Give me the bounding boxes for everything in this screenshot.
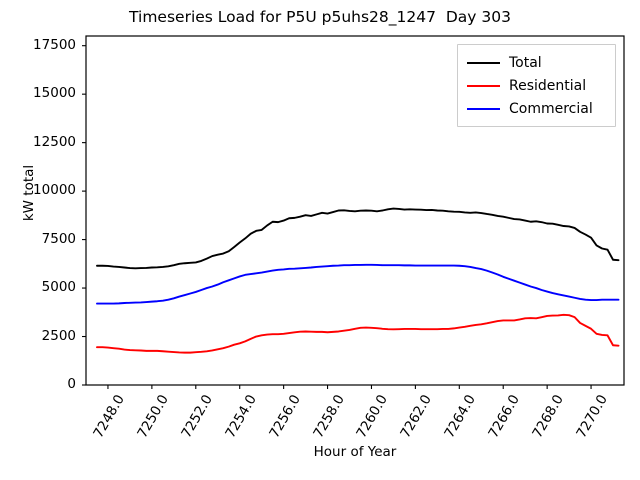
legend-label: Commercial	[509, 100, 593, 117]
y-tick-label: 17500	[33, 36, 76, 53]
legend-label: Residential	[509, 77, 587, 94]
legend-item-residential: Residential	[467, 74, 606, 97]
y-tick-label: 0	[67, 376, 76, 392]
y-tick-label: 5000	[41, 279, 76, 296]
legend-swatch-total-icon	[467, 61, 500, 64]
series-line-residential	[96, 313, 620, 354]
y-axis-label: kW total	[21, 164, 37, 222]
legend-swatch-residential-icon	[467, 84, 500, 87]
series-line-commercial	[96, 263, 620, 305]
chart-title: Timeseries Load for P5U p5uhs28_1247 Day…	[129, 8, 511, 26]
axes-frame	[85, 35, 625, 386]
legend-item-commercial: Commercial	[467, 97, 606, 120]
axis-ticks	[82, 45, 592, 389]
y-tick-label: 7500	[41, 230, 76, 247]
legend-label: Total	[509, 54, 542, 71]
legend-swatch-commercial-icon	[467, 107, 500, 110]
plot-border	[85, 35, 625, 386]
y-tick-label: 2500	[41, 327, 76, 344]
series-line-total	[96, 207, 620, 270]
y-tick-label: 10000	[33, 182, 76, 199]
y-tick-label: 15000	[33, 85, 76, 102]
y-tick-label: 12500	[33, 133, 76, 150]
chart-legend: Total Residential Commercial	[457, 44, 616, 127]
legend-item-total: Total	[467, 51, 606, 74]
data-series	[96, 207, 620, 354]
x-axis-label: Hour of Year	[313, 444, 397, 460]
